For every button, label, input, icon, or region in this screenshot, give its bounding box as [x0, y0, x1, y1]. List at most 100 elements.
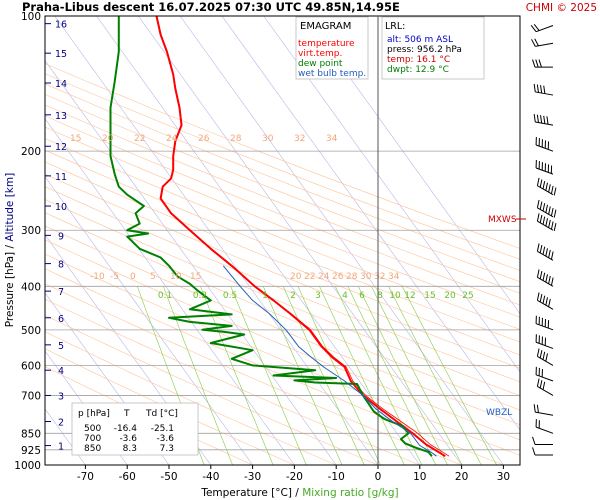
altitude-tick-label: 10: [55, 202, 67, 213]
table-cell-t: 8.3: [123, 444, 137, 454]
legend-temperature: temperature: [298, 39, 355, 49]
pressure-tick-label: 850: [21, 428, 41, 440]
wind-barb: [535, 366, 554, 382]
mixing-ratio-line: [319, 286, 405, 465]
altitude-tick-label: 7: [58, 287, 64, 298]
wbzl-label: WBZL: [486, 408, 512, 418]
table-cell-td: -25.1: [151, 424, 174, 434]
series-line-dew-point: [109, 16, 433, 457]
table-cell-t: -3.6: [119, 434, 137, 444]
x-tick-label: 30: [497, 471, 510, 483]
x-tick-label: 0: [375, 471, 382, 483]
wind-barb: [533, 404, 554, 416]
lrl-altitude: alt: 506 m ASL: [387, 35, 453, 45]
mixing-ratio-label: 8: [377, 291, 383, 301]
isotherm-line: [45, 350, 128, 465]
wind-barb: [536, 213, 557, 232]
mixing-ratio-label: 1: [262, 291, 268, 301]
legend-virt-temp: virt.temp.: [298, 49, 342, 59]
dry-adiabat-label: 26: [332, 272, 344, 282]
x-tick-label: -10: [328, 471, 345, 483]
dry-adiabat-label: 5: [150, 272, 156, 282]
dry-adiabat-label: 32: [374, 272, 385, 282]
x-tick-label: -40: [202, 471, 219, 483]
mixing-ratio-label: 6: [359, 291, 365, 301]
altitude-tick-label: 12: [55, 142, 67, 153]
altitude-tick-label: 6: [58, 314, 64, 325]
dry-adiabat-line: [45, 283, 462, 465]
y-axis-label: Pressure [hPa] / Altitude [km]: [4, 173, 16, 327]
pressure-tick-label: 200: [21, 146, 41, 158]
mixing-ratio-label: 25: [462, 291, 473, 301]
table-row: 500 -16.4 -25.1: [84, 424, 174, 434]
dry-adiabat-line: [45, 239, 520, 441]
pressure-tick-label: 925: [21, 445, 41, 457]
wind-barb: [536, 378, 554, 396]
chart-title: Praha-Libus descent 16.07.2025 07:30 UTC…: [22, 0, 400, 14]
x-tick-label: -60: [119, 471, 136, 483]
dry-adiabat-line: [45, 268, 504, 465]
mixing-ratio-label: 3: [315, 291, 321, 301]
dry-adiabat-label: 22: [304, 272, 315, 282]
level-table: p [hPa] T Td [°C] 500 -16.4 -25.1 700 -3…: [71, 402, 199, 456]
wind-barb: [536, 292, 554, 310]
dry-adiabat-line: [45, 93, 520, 282]
mxws-label: MXWS: [488, 215, 517, 225]
wind-barb: [533, 114, 554, 126]
series-line-virt-temp-: [156, 16, 450, 457]
altitude-tick-label: 15: [55, 49, 67, 60]
series-line-wet-bulb-temp-: [222, 265, 437, 457]
series-line-temperature: [155, 16, 446, 458]
wind-barb: [536, 243, 554, 261]
isotherm-line: [138, 16, 462, 465]
mixing-ratio-label: 15: [424, 291, 435, 301]
isotherm-line: [45, 292, 170, 465]
mixing-ratio-label: 12: [404, 291, 415, 301]
x-tick-label: -50: [160, 471, 177, 483]
altitude-tick-label: 2: [58, 417, 64, 428]
mixing-ratio-label: 0.1: [158, 291, 172, 301]
dry-adiabat-line: [45, 149, 520, 343]
legend-title: EMAGRAM: [300, 21, 351, 32]
table-header-p: p [hPa]: [78, 409, 110, 419]
wind-barb: [532, 436, 553, 445]
dry-adiabat-label: 32: [294, 134, 305, 144]
dry-adiabat-line: [45, 348, 295, 465]
wind-barb: [532, 59, 553, 68]
dry-adiabat-label: -10: [90, 272, 105, 282]
x-tick-label: 10: [413, 471, 426, 483]
legend-box: EMAGRAM temperature virt.temp. dew point…: [295, 16, 369, 80]
mixing-ratio-label: 0.2: [193, 291, 207, 301]
copyright-label: CHMI © 2025: [526, 2, 597, 14]
dry-adiabat-line: [45, 115, 520, 306]
isotherm-line: [45, 118, 295, 465]
isotherm-line: [45, 60, 337, 465]
mixing-ratio-label: 0.5: [223, 291, 237, 301]
dry-adiabat-label: 0: [130, 272, 136, 282]
wind-barb: [531, 38, 554, 47]
table-row: 850 8.3 7.3: [84, 444, 174, 454]
wind-barb: [535, 136, 554, 152]
lrl-temperature: temp: 16.1 °C: [387, 55, 450, 65]
axes: 1002003004005006007008509251000123456789…: [14, 11, 510, 483]
altitude-tick-label: 4: [58, 366, 64, 377]
table-cell-p: 500: [84, 424, 101, 434]
mixing-ratio-label: 4: [342, 291, 348, 301]
x-axis-label: Temperature [°C] / Mixing ratio [g/kg]: [200, 487, 398, 499]
dry-adiabat-label: 34: [326, 134, 338, 144]
pressure-tick-label: 600: [21, 360, 41, 372]
dry-adiabat-line: [45, 253, 520, 456]
isotherm-line: [263, 16, 520, 373]
altitude-tick-label: 13: [55, 111, 67, 122]
altitude-tick-label: 8: [58, 260, 64, 271]
altitude-tick-label: 1: [58, 442, 64, 453]
table-cell-p: 700: [84, 434, 101, 444]
pressure-tick-label: 500: [21, 325, 41, 337]
legend-wet-bulb: wet bulb temp.: [298, 69, 366, 79]
dry-adiabat-line: [45, 126, 520, 318]
dry-adiabat-label: 24: [318, 272, 330, 282]
lrl-pressure: press: 956.2 hPa: [387, 45, 462, 55]
dry-adiabat-label: 10: [170, 272, 182, 282]
dry-adiabat-label: 30: [262, 134, 274, 144]
